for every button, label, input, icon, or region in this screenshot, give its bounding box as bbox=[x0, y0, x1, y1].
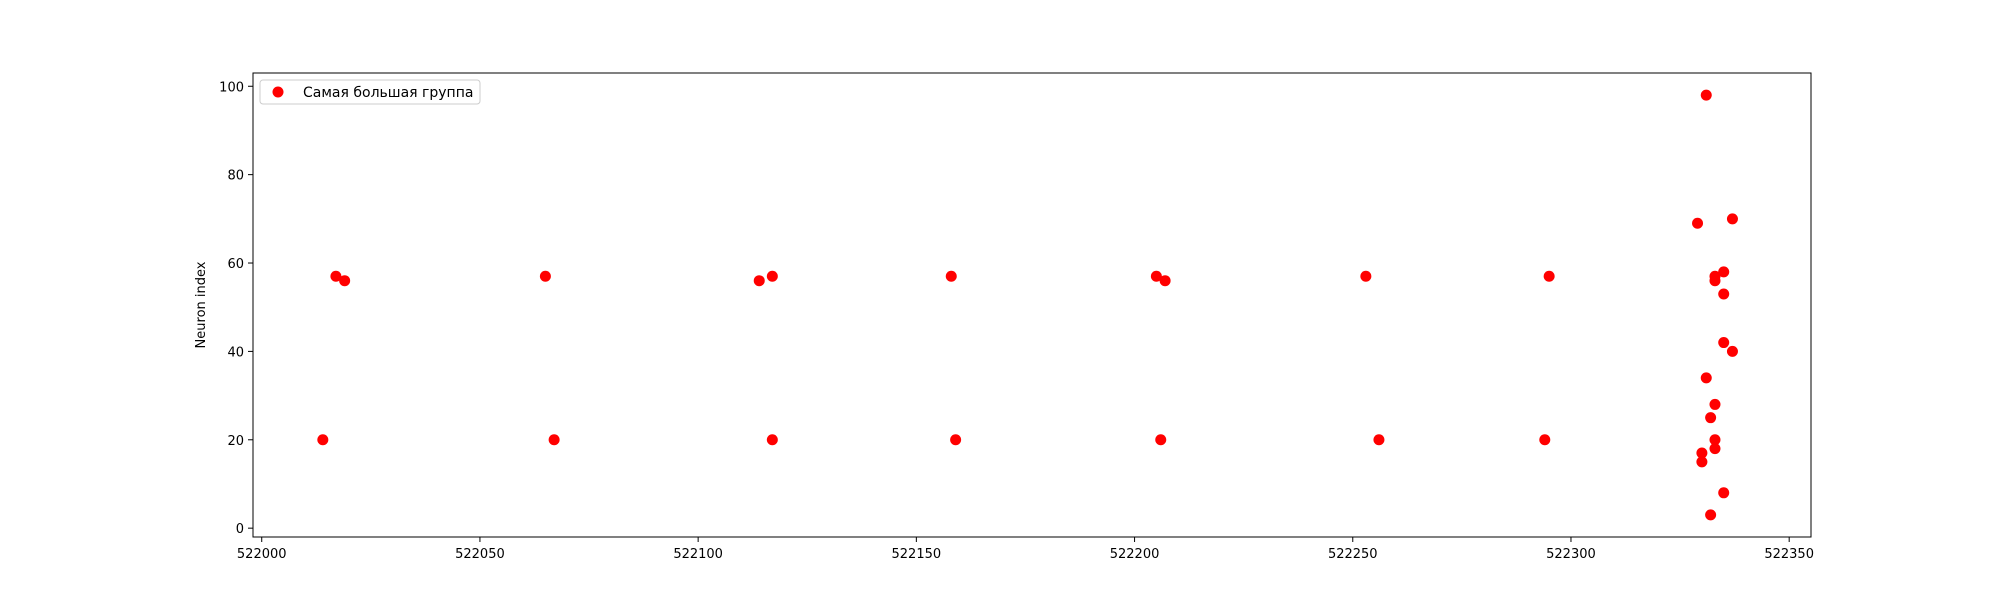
plot-area bbox=[253, 73, 1811, 537]
data-point bbox=[1360, 270, 1372, 282]
plot-frame bbox=[252, 72, 1812, 538]
data-point bbox=[1718, 266, 1730, 278]
x-tick-label: 522050 bbox=[455, 547, 505, 562]
data-point bbox=[539, 270, 551, 282]
data-point bbox=[548, 434, 560, 446]
data-point bbox=[1539, 434, 1551, 446]
axis-ticks: 522000 522050 522100 522150 522200 522250 5223… bbox=[219, 80, 1814, 562]
data-point bbox=[1373, 434, 1385, 446]
data-point bbox=[1696, 456, 1708, 468]
data-point bbox=[317, 434, 329, 446]
data-point bbox=[339, 275, 351, 287]
data-point bbox=[1705, 412, 1717, 424]
y-tick-label: 100 bbox=[219, 80, 244, 95]
y-tick-label: 60 bbox=[227, 257, 244, 272]
data-point bbox=[1700, 89, 1712, 101]
data-point bbox=[1705, 509, 1717, 521]
data-point bbox=[1726, 213, 1738, 225]
y-tick-label: 0 bbox=[236, 522, 244, 537]
x-tick-label: 522150 bbox=[892, 547, 942, 562]
data-point bbox=[1709, 275, 1721, 287]
data-point bbox=[1692, 217, 1704, 229]
data-point bbox=[1718, 337, 1730, 349]
data-point bbox=[1718, 487, 1730, 499]
data-point bbox=[766, 434, 778, 446]
data-points bbox=[317, 89, 1738, 521]
legend-marker bbox=[272, 86, 284, 98]
x-tick-label: 522250 bbox=[1328, 547, 1378, 562]
y-tick-label: 40 bbox=[227, 345, 244, 360]
data-point bbox=[1155, 434, 1167, 446]
legend-box bbox=[259, 79, 481, 105]
data-point bbox=[753, 275, 765, 287]
data-point bbox=[1159, 275, 1171, 287]
data-point bbox=[1150, 270, 1162, 282]
data-point bbox=[330, 270, 342, 282]
data-point bbox=[1726, 345, 1738, 357]
y-tick-label: 20 bbox=[227, 434, 244, 449]
data-point bbox=[950, 434, 962, 446]
legend: Самая большая группа bbox=[259, 79, 481, 105]
data-point bbox=[766, 270, 778, 282]
data-point bbox=[1700, 372, 1712, 384]
y-axis-label: Neuron index bbox=[194, 261, 209, 348]
x-tick-label: 522350 bbox=[1764, 547, 1814, 562]
data-point bbox=[945, 270, 957, 282]
y-tick-label: 80 bbox=[227, 169, 244, 184]
data-point bbox=[1709, 434, 1721, 446]
data-point bbox=[1709, 398, 1721, 410]
x-tick-label: 522100 bbox=[673, 547, 723, 562]
legend-label: Самая большая группа bbox=[303, 85, 473, 101]
data-point bbox=[1543, 270, 1555, 282]
x-tick-label: 522200 bbox=[1110, 547, 1160, 562]
data-point bbox=[1718, 288, 1730, 300]
data-point bbox=[1696, 447, 1708, 459]
x-tick-label: 522000 bbox=[237, 547, 287, 562]
data-point bbox=[1709, 443, 1721, 455]
x-tick-label: 522300 bbox=[1546, 547, 1596, 562]
